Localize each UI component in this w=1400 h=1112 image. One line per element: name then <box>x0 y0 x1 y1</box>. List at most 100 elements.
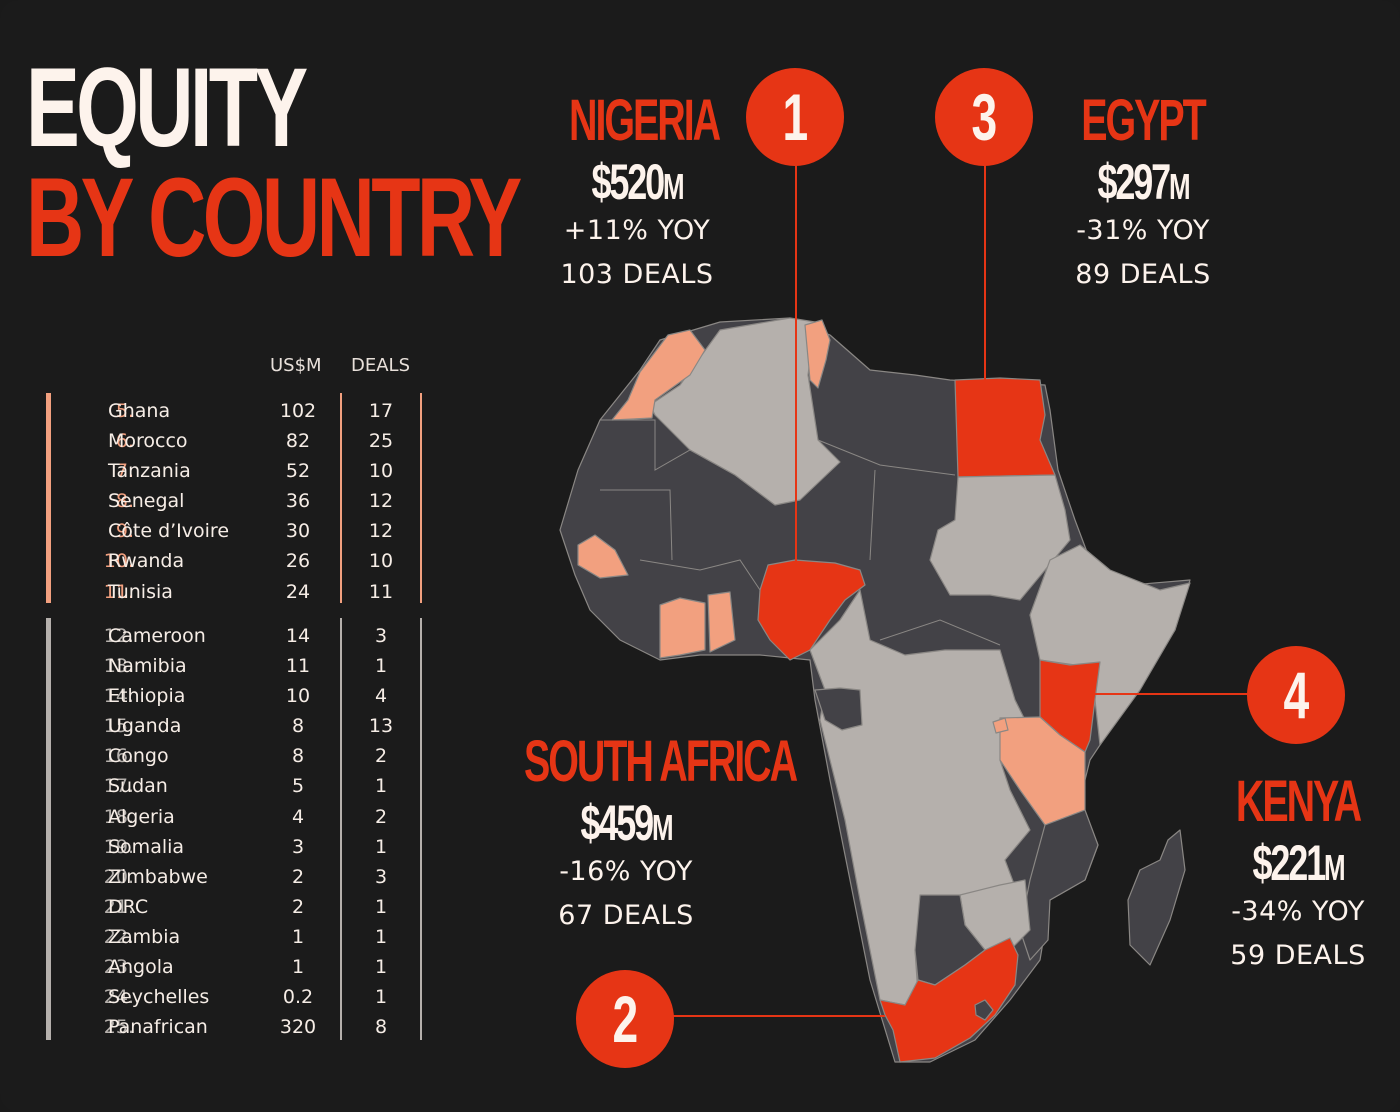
usd-value: 8 <box>291 715 305 738</box>
country: Sudan <box>108 775 168 798</box>
table-row: 24. Seychelles 0.2 1 <box>46 982 426 1012</box>
deals-value: 1 <box>374 925 388 948</box>
table-row: 7. Tanzania 52 10 <box>46 456 426 486</box>
deals-value: 10 <box>368 550 394 573</box>
country-name: NIGERIA <box>569 88 721 153</box>
amount-unit: M <box>1323 847 1346 888</box>
rank: 22. <box>103 925 134 948</box>
callout-kenya: KENYA $221M -34% YOY 59 DEALS <box>1198 773 1398 978</box>
table-row: 14. Ethiopia 10 4 <box>46 681 426 711</box>
usd-value: 320 <box>279 1016 317 1039</box>
deals-value: 2 <box>374 745 388 768</box>
deals-value: 2 <box>374 805 388 828</box>
africa-map <box>559 317 1191 1063</box>
deals-value: 11 <box>368 580 394 603</box>
usd-value: 52 <box>285 460 311 483</box>
rank-badge-3: 3 <box>935 68 1033 166</box>
map-egypt <box>954 377 1056 478</box>
rank: 18. <box>103 805 134 828</box>
rank: 19. <box>103 835 134 858</box>
country: Tunisia <box>108 580 173 603</box>
map-madagascar <box>1127 829 1186 966</box>
rank: 14. <box>103 685 134 708</box>
deals-value: 4 <box>374 685 388 708</box>
map-lesotho <box>974 999 994 1021</box>
map-cote-divoire <box>659 597 706 659</box>
usd-value: 24 <box>285 580 311 603</box>
usd-value: 4 <box>291 805 305 828</box>
deals-value: 1 <box>374 986 388 1009</box>
deal-count: 59 DEALS <box>1230 939 1366 971</box>
country: Morocco <box>108 430 188 453</box>
map-south-africa <box>879 937 1019 1063</box>
deal-count: 89 DEALS <box>1075 258 1211 290</box>
callout-egypt: EGYPT $297M -31% YOY 89 DEALS <box>1043 92 1243 297</box>
rank: 13. <box>103 655 134 678</box>
rank: 7. <box>115 460 134 483</box>
group-bar-left <box>46 393 51 603</box>
table-row: 13. Namibia 11 1 <box>46 651 426 681</box>
country-name: KENYA <box>1235 769 1362 834</box>
country-name: SOUTH AFRICA <box>524 729 798 794</box>
rank-badge-1: 1 <box>746 68 844 166</box>
yoy-change: -16% YOY <box>559 855 693 887</box>
country: Zimbabwe <box>108 865 208 888</box>
deals-value: 8 <box>374 1016 388 1039</box>
country: Zambia <box>108 925 181 948</box>
amount: $459M <box>518 797 734 850</box>
rank: 12. <box>103 625 134 647</box>
country: Somalia <box>108 835 185 858</box>
deal-count: 103 DEALS <box>560 258 714 290</box>
usd-value: 26 <box>285 550 311 573</box>
leader-line-kenya <box>1092 693 1252 695</box>
table-row: 16. Congo 8 2 <box>46 741 426 771</box>
rank: 9. <box>115 520 134 543</box>
table-row: 18. Algeria 4 2 <box>46 802 426 832</box>
usd-value: 3 <box>291 835 305 858</box>
usd-value: 14 <box>285 625 311 647</box>
rank: 8. <box>115 490 134 513</box>
title-line-2: BY COUNTRY <box>26 155 522 280</box>
callout-south-africa: SOUTH AFRICA $459M -16% YOY 67 DEALS <box>476 729 798 938</box>
deals-value: 13 <box>368 715 394 738</box>
deals-value: 1 <box>374 895 388 918</box>
amount-value: $520 <box>591 154 666 210</box>
country: Panafrican <box>108 1016 208 1039</box>
map-rwanda <box>992 717 1009 734</box>
amount: $221M <box>1226 837 1370 890</box>
map-nigeria <box>757 559 866 661</box>
usd-value: 36 <box>285 490 311 513</box>
leader-line-nigeria <box>795 145 797 570</box>
table-row: 12. Cameroon 14 3 <box>46 621 426 651</box>
map-senegal <box>577 534 629 579</box>
usd-value: 2 <box>291 895 305 918</box>
usd-value: 1 <box>291 956 305 979</box>
amount: $520M <box>565 156 709 209</box>
country: Algeria <box>108 805 175 828</box>
group-bar-right <box>420 618 422 1040</box>
amount-value: $297 <box>1097 154 1172 210</box>
group-bar-divider <box>340 618 342 1040</box>
rank: 16. <box>103 745 134 768</box>
rank: 20. <box>103 865 134 888</box>
usd-value: 102 <box>279 400 317 422</box>
country: Uganda <box>108 715 182 738</box>
column-header-usd: US$M <box>270 355 322 376</box>
rank: 25. <box>103 1016 134 1039</box>
usd-value: 11 <box>285 655 311 678</box>
deals-value: 1 <box>374 655 388 678</box>
table-row: 19. Somalia 3 1 <box>46 832 426 862</box>
table-row: 8. Senegal 36 12 <box>46 486 426 516</box>
country: Namibia <box>108 655 187 678</box>
table-group-ranks-5-11 <box>46 393 422 603</box>
table-top: 5. Ghana 102 17 6. Morocco 82 25 7. Tanzania 52 1… <box>46 396 426 607</box>
deals-value: 12 <box>368 490 394 513</box>
amount-unit: M <box>1168 166 1191 207</box>
country: DRC <box>108 895 149 918</box>
deals-value: 3 <box>374 865 388 888</box>
deals-value: 12 <box>368 520 394 543</box>
table-row: 25. Panafrican 320 8 <box>46 1012 426 1042</box>
deals-value: 1 <box>374 775 388 798</box>
deals-value: 1 <box>374 956 388 979</box>
rank-badge-4: 4 <box>1247 646 1345 744</box>
